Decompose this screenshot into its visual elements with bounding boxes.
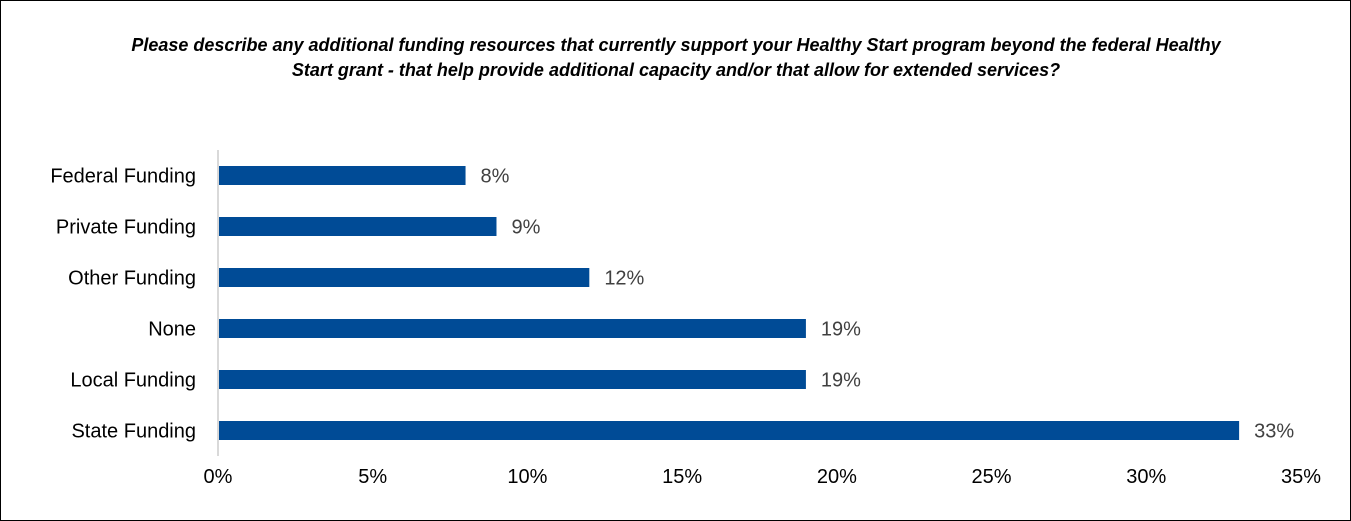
bar-federal-funding [219, 166, 466, 185]
category-label: Other Funding [68, 268, 196, 290]
data-labels: 8% 9% 12% 19% 19% 33% [481, 166, 1295, 443]
data-label: 12% [604, 268, 644, 290]
data-label: 19% [821, 319, 861, 341]
bar-state-funding [219, 421, 1240, 440]
category-label: Federal Funding [50, 166, 196, 188]
data-label: 8% [481, 166, 510, 188]
x-tick-label: 25% [972, 466, 1012, 488]
bar-local-funding [219, 370, 806, 389]
x-tick-label: 15% [662, 466, 702, 488]
x-tick-label: 35% [1281, 466, 1321, 488]
x-axis-tick-labels: 0% 5% 10% 15% 20% 25% 30% 35% [204, 466, 1322, 488]
category-label: Private Funding [56, 217, 196, 239]
category-label: State Funding [71, 421, 196, 443]
data-label: 33% [1254, 421, 1294, 443]
bar-none [219, 319, 806, 338]
bar-private-funding [219, 217, 497, 236]
x-tick-label: 30% [1126, 466, 1166, 488]
category-labels: Federal Funding Private Funding Other Fund… [50, 166, 196, 443]
bars-group [219, 166, 1240, 440]
chart-title: Please describe any additional funding r… [131, 35, 1221, 80]
data-label: 19% [821, 370, 861, 392]
x-tick-label: 5% [358, 466, 387, 488]
category-label: Local Funding [70, 370, 196, 392]
x-tick-label: 20% [817, 466, 857, 488]
bar-other-funding [219, 268, 590, 287]
x-tick-label: 0% [204, 466, 233, 488]
data-label: 9% [511, 217, 540, 239]
category-label: None [148, 319, 196, 341]
x-tick-label: 10% [507, 466, 547, 488]
